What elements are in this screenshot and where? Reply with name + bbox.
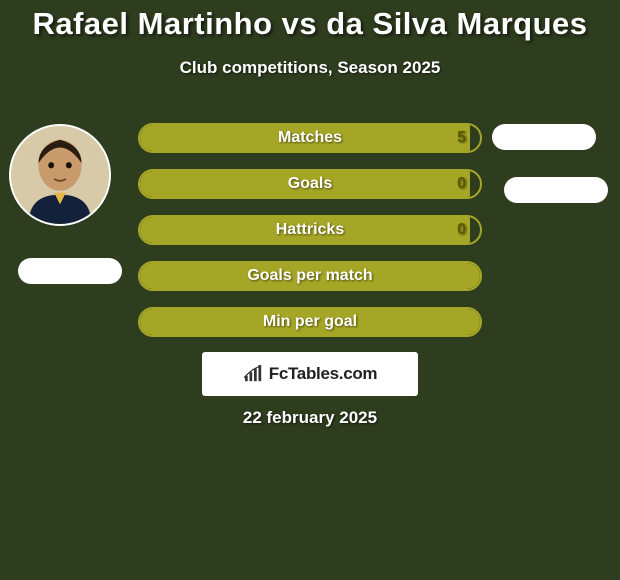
stat-bar-value: 5 [457, 125, 466, 151]
stat-bar-goals: Goals 0 [138, 169, 482, 199]
avatar-placeholder-icon [11, 126, 109, 224]
stat-bar-min-per-goal: Min per goal [138, 307, 482, 337]
stat-bar-fill [140, 171, 470, 197]
stat-bar-value: 0 [457, 171, 466, 197]
stat-bar-fill [140, 125, 470, 151]
site-logo-text: FcTables.com [269, 364, 378, 384]
stat-bar-hattricks: Hattricks 0 [138, 215, 482, 245]
page-subtitle: Club competitions, Season 2025 [0, 58, 620, 78]
player-left-avatar [9, 124, 111, 226]
stat-bar-goals-per-match: Goals per match [138, 261, 482, 291]
stat-bar-matches: Matches 5 [138, 123, 482, 153]
player-right-stat-pill-1 [492, 124, 596, 150]
bar-chart-icon [243, 365, 265, 383]
comparison-card: Rafael Martinho vs da Silva Marques Club… [0, 0, 620, 580]
stat-bars: Matches 5 Goals 0 Hattricks 0 Goals per … [138, 123, 482, 353]
stat-bar-fill [140, 217, 470, 243]
stat-bar-value: 0 [457, 217, 466, 243]
stat-bar-fill [140, 263, 480, 289]
snapshot-date: 22 february 2025 [0, 408, 620, 428]
player-left-stat-pill [18, 258, 122, 284]
player-right-stat-pill-2 [504, 177, 608, 203]
site-logo: FcTables.com [202, 352, 418, 396]
stat-bar-fill [140, 309, 480, 335]
page-title: Rafael Martinho vs da Silva Marques [0, 0, 620, 42]
